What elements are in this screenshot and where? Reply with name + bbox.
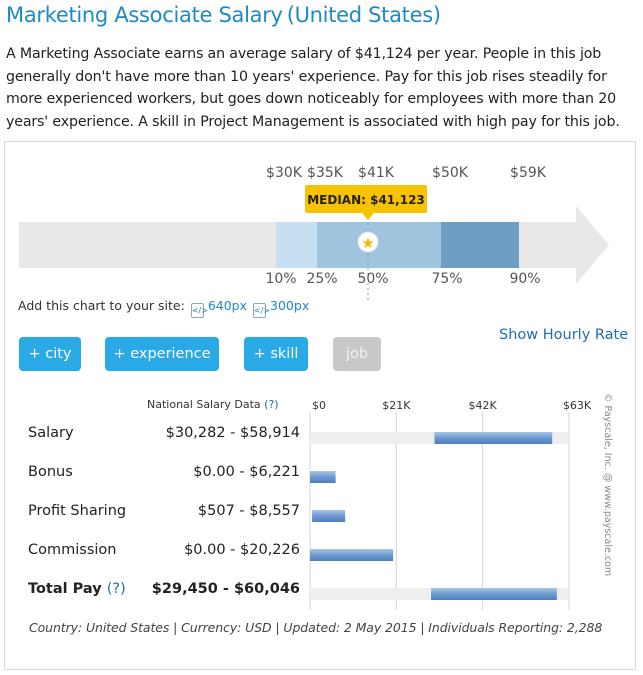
- credit-text: © Payscale, Inc. @ www.payscale.com: [602, 393, 613, 577]
- range-bar: [431, 588, 557, 600]
- median-label: MEDIAN: $41,123: [307, 193, 425, 207]
- range-top-label: $50K: [432, 165, 469, 181]
- row-label-bonus: Bonus: [28, 464, 73, 480]
- percentile-label: 75%: [431, 271, 462, 287]
- salary-range-chart: $30K $35K $41K $50K $59K 10% 25% 50% 75% 90% MEDIA…: [19, 165, 609, 300]
- percentile-band: [368, 222, 441, 268]
- total-pay-label: Total Pay: [28, 581, 102, 597]
- range-bar: [434, 432, 553, 444]
- range-top-label: $41K: [358, 165, 395, 181]
- embed-code-icon: </>: [190, 303, 208, 318]
- salary-chart-panel: [4, 141, 636, 670]
- row-range-salary: $30,282 - $58,914: [165, 425, 300, 441]
- national-label-text: National Salary Data: [147, 398, 261, 411]
- total-pay-help-link[interactable]: (?): [106, 581, 126, 597]
- embed-chart-row: Add this chart to your site: </>640px </>3…: [18, 298, 309, 318]
- range-top-label: $30K: [266, 165, 303, 181]
- data-footer: Country: United States | Currency: USD |…: [29, 620, 603, 635]
- row-label-commission: Commission: [28, 542, 117, 558]
- add-city-button[interactable]: + city: [19, 337, 81, 371]
- x-tick-label: $21K: [382, 399, 411, 412]
- percentile-label: 90%: [509, 271, 540, 287]
- national-salary-data-label: National Salary Data (?): [147, 398, 279, 411]
- row-label-profit-sharing: Profit Sharing: [28, 503, 127, 519]
- range-top-label: $59K: [510, 165, 547, 181]
- range-top-label: $35K: [307, 165, 344, 181]
- salary-description: A Marketing Associate earns an average s…: [6, 46, 620, 130]
- star-icon: ★: [361, 234, 374, 252]
- x-tick-label: $42K: [469, 399, 498, 412]
- job-button: job: [333, 337, 381, 371]
- add-skill-button[interactable]: + skill: [244, 337, 308, 371]
- payscale-credit: © Payscale, Inc. @ www.payscale.com: [597, 393, 617, 577]
- row-label-total-pay: Total Pay (?): [28, 581, 126, 597]
- embed-300-link[interactable]: 300px: [270, 298, 310, 313]
- row-label-salary: Salary: [28, 425, 74, 441]
- row-range-commission: $0.00 - $20,226: [184, 542, 300, 558]
- percentile-band: [276, 222, 317, 268]
- percentile-label: 50%: [357, 271, 388, 287]
- embed-640-link[interactable]: 640px: [207, 298, 248, 313]
- row-range-total-pay: $29,450 - $60,046: [151, 581, 300, 597]
- range-bar: [312, 510, 346, 522]
- page-title-text: Marketing Associate Salary: [6, 3, 283, 27]
- percentile-label: 25%: [306, 271, 337, 287]
- median-star-circle: [357, 231, 379, 253]
- range-bar: [310, 471, 336, 483]
- row-range-bonus: $0.00 - $6,221: [193, 464, 300, 480]
- percentile-label: 10%: [265, 271, 296, 287]
- x-tick-label: $0: [312, 399, 326, 412]
- embed-label: Add this chart to your site:: [18, 298, 185, 313]
- percentile-band: [441, 222, 519, 268]
- x-tick-label: $63K: [563, 399, 592, 412]
- embed-code-icon: </>: [253, 303, 270, 318]
- add-experience-button[interactable]: + experience: [105, 337, 219, 371]
- range-bar: [310, 549, 394, 561]
- row-range-profit-sharing: $507 - $8,557: [197, 503, 300, 519]
- country-link[interactable]: (United States): [286, 3, 441, 27]
- median-badge: [305, 185, 427, 213]
- page-title: Marketing Associate Salary (United States…: [6, 3, 441, 27]
- help-link[interactable]: (?): [264, 398, 279, 411]
- median-badge-pointer: [362, 213, 374, 220]
- show-hourly-rate-link[interactable]: Show Hourly Rate: [499, 327, 629, 343]
